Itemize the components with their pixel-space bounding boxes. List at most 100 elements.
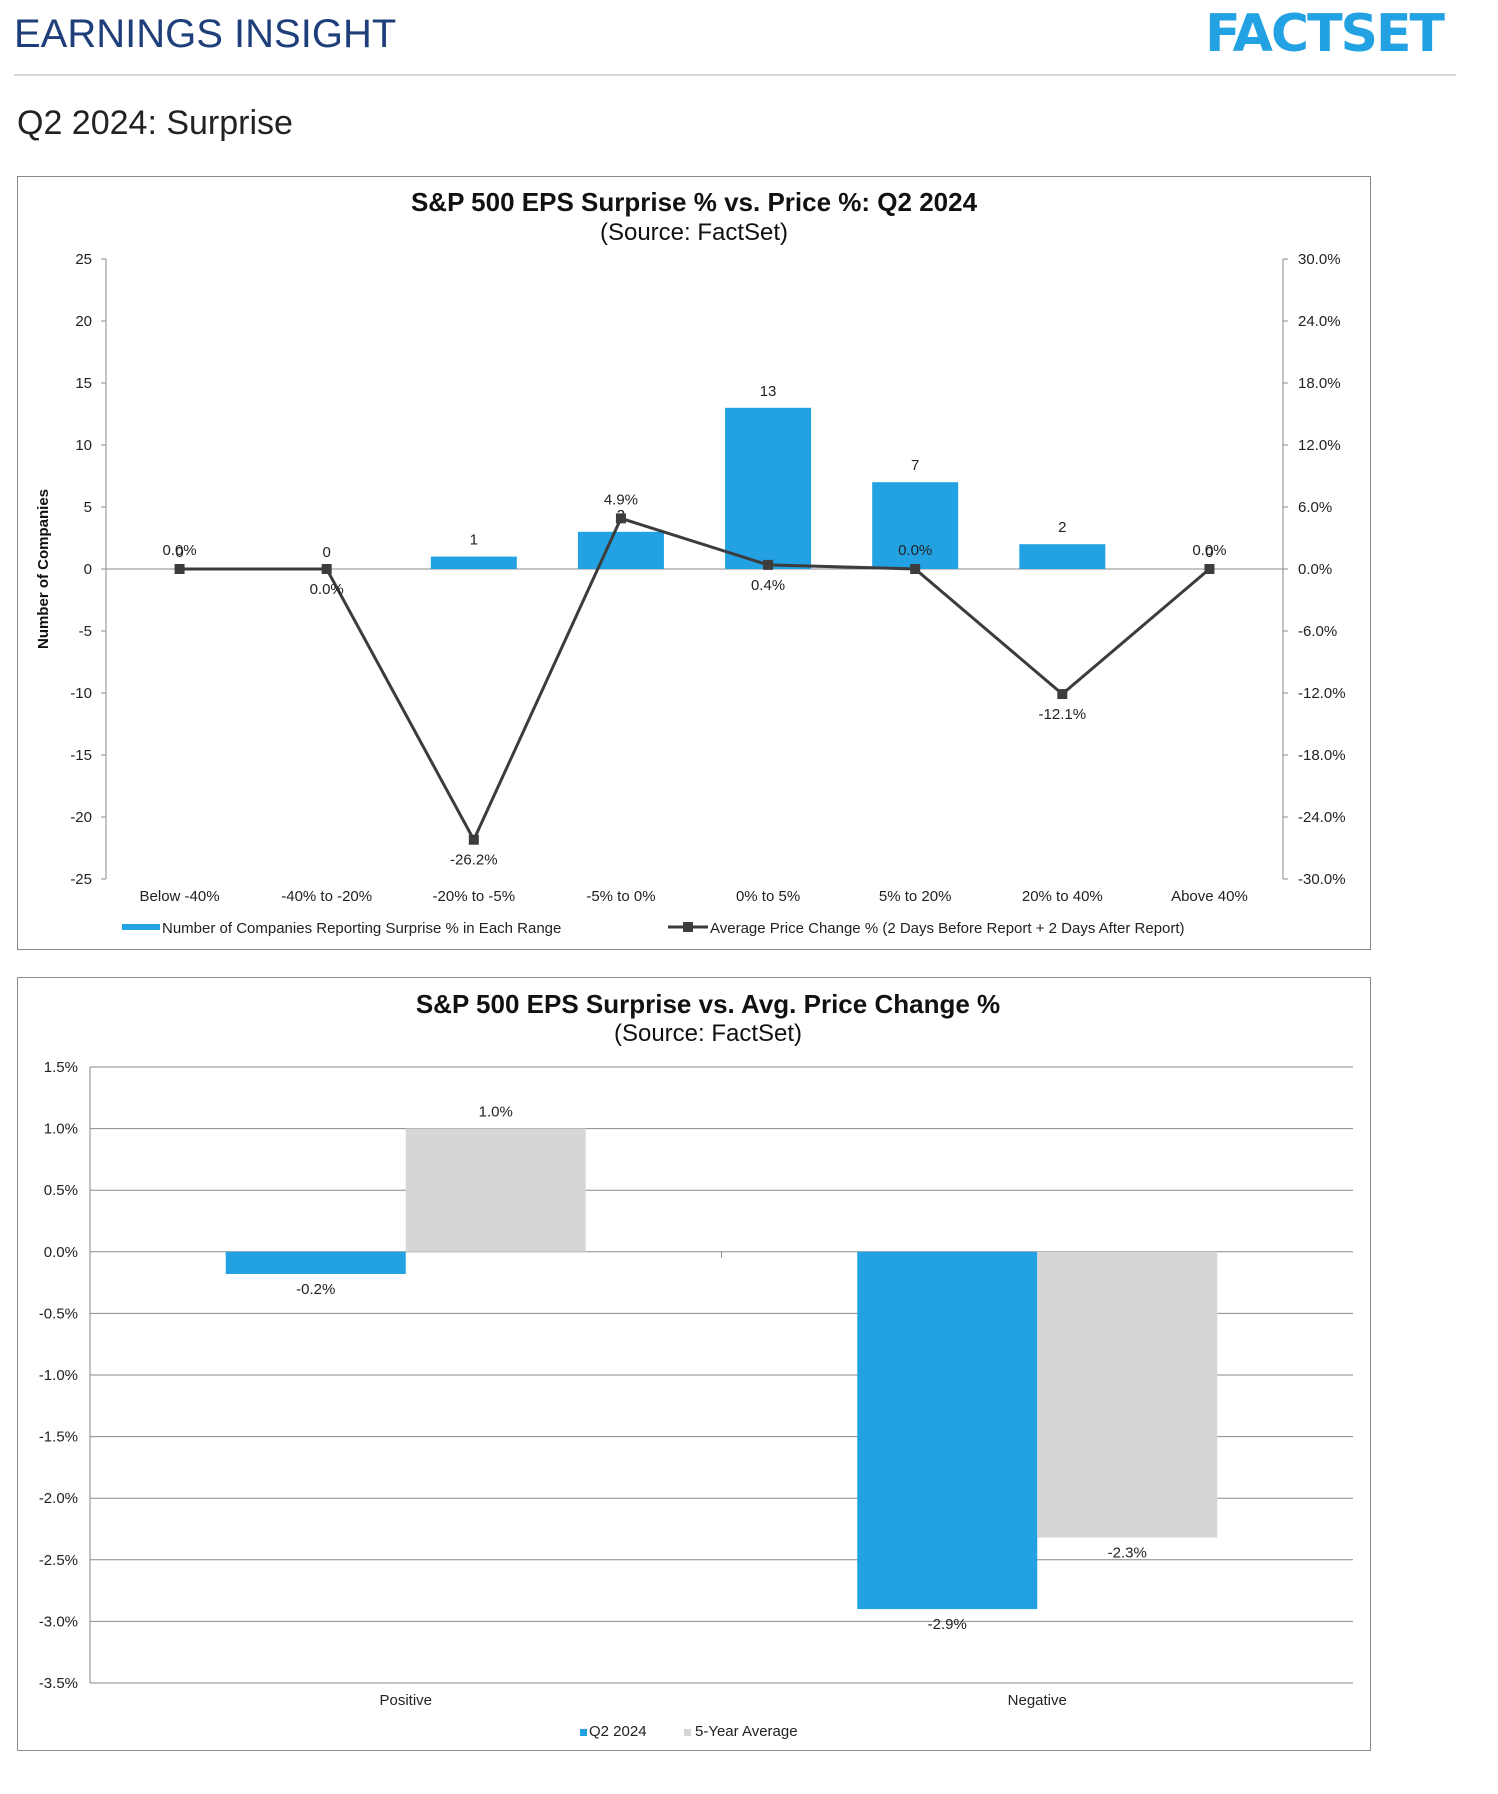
chart1-left-tick-label: -25 — [70, 871, 92, 888]
chart2-category-label: Negative — [1008, 1692, 1067, 1709]
chart2-y-tick-label: -2.5% — [39, 1552, 78, 1569]
chart1-legend-line-label: Average Price Change % (2 Days Before Re… — [710, 920, 1185, 937]
chart1-right-tick-label: 18.0% — [1298, 375, 1341, 392]
chart2-legend-q2-label: Q2 2024 — [589, 1723, 647, 1740]
chart1-bar-value-label: 0 — [323, 544, 331, 561]
chart1-category-label: -5% to 0% — [586, 888, 655, 905]
chart2-bar — [405, 1128, 586, 1252]
chart2-y-tick-label: -1.5% — [39, 1429, 78, 1446]
chart1-right-tick-label: 30.0% — [1298, 251, 1341, 268]
chart1-left-tick-label: 15 — [75, 375, 92, 392]
chart1-bar — [725, 407, 812, 569]
chart1-left-tick-label: 20 — [75, 313, 92, 330]
header-divider — [14, 74, 1456, 76]
chart2-bar-value-label: 1.0% — [479, 1104, 513, 1121]
chart1-bar-value-label: 1 — [470, 532, 478, 549]
chart2-y-tick-label: 1.0% — [44, 1121, 78, 1138]
chart1-right-tick-label: -18.0% — [1298, 747, 1346, 764]
chart1-line-value-label: 0.0% — [310, 581, 344, 598]
chart1-line-value-label: 0.0% — [1192, 542, 1226, 559]
chart1-y-axis-label: Number of Companies — [35, 489, 52, 649]
chart1-left-tick-label: -5 — [79, 623, 92, 640]
chart2-bar-value-label: -2.3% — [1108, 1545, 1147, 1562]
chart2-subtitle: (Source: FactSet) — [614, 1020, 802, 1047]
chart2-y-tick-label: -3.0% — [39, 1613, 78, 1630]
chart2-bar-value-label: -2.9% — [928, 1616, 967, 1633]
chart1-left-tick-label: -10 — [70, 685, 92, 702]
chart1-legend-bar-swatch — [122, 924, 160, 930]
chart2-legend-5yr-swatch — [684, 1729, 691, 1736]
chart1-category-label: 0% to 5% — [736, 888, 800, 905]
chart1-right-tick-label: 24.0% — [1298, 313, 1341, 330]
chart2-category-label: Positive — [379, 1692, 432, 1709]
chart1-bar-value-label: 0 — [1205, 544, 1213, 561]
chart1-title: S&P 500 EPS Surprise % vs. Price %: Q2 2… — [411, 187, 978, 217]
chart2-bar — [1037, 1251, 1218, 1538]
chart1-category-label: Below -40% — [140, 888, 220, 905]
chart1-line-value-label: -12.1% — [1039, 706, 1087, 723]
chart2-y-tick-label: -3.5% — [39, 1675, 78, 1692]
chart2-bar — [225, 1251, 406, 1274]
chart1-bar-value-label: 2 — [1058, 519, 1066, 536]
chart1-line-value-label: 0.0% — [162, 542, 196, 559]
chart1-left-tick-label: 0 — [84, 561, 92, 578]
chart1-line-value-label: 4.9% — [604, 491, 638, 508]
chart2-y-tick-label: 0.5% — [44, 1182, 78, 1199]
chart1-line-value-label: -26.2% — [450, 852, 498, 869]
chart1-subtitle: (Source: FactSet) — [600, 219, 788, 246]
chart1-bar-value-label: 0 — [175, 544, 183, 561]
chart2-legend-q2-swatch — [580, 1729, 587, 1736]
chart1-bar — [872, 482, 959, 569]
chart1-category-label: 5% to 20% — [879, 888, 952, 905]
chart1-left-tick-label: 25 — [75, 251, 92, 268]
chart1-svg: S&P 500 EPS Surprise % vs. Price %: Q2 2… — [35, 187, 1346, 937]
chart1-category-label: 20% to 40% — [1022, 888, 1103, 905]
factset-logo: FACTSET — [1205, 4, 1445, 64]
chart1-price-line — [179, 516, 1211, 844]
brand-text: FACTSET — [1205, 4, 1445, 64]
chart1-category-label: -20% to -5% — [433, 888, 516, 905]
chart1-line-value-label: 0.0% — [898, 542, 932, 559]
chart1-bar — [577, 531, 664, 569]
chart1-right-tick-label: -12.0% — [1298, 685, 1346, 702]
chart1-line-marker — [174, 564, 185, 574]
chart1-line-marker — [615, 513, 626, 524]
chart1-line-value-label: 0.4% — [751, 577, 785, 594]
chart2-y-tick-label: -2.0% — [39, 1490, 78, 1507]
chart2-legend-5yr-label: 5-Year Average — [695, 1723, 798, 1740]
chart1-bar-value-label: 7 — [911, 457, 919, 474]
chart1-legend-bar-label: Number of Companies Reporting Surprise %… — [162, 920, 561, 937]
chart1-line-marker — [1204, 564, 1215, 574]
chart1-left-tick-label: -20 — [70, 809, 92, 826]
chart2-y-tick-label: 0.0% — [44, 1244, 78, 1261]
chart1-right-tick-label: -30.0% — [1298, 871, 1346, 888]
chart1-right-tick-label: -6.0% — [1298, 623, 1337, 640]
chart2-title: S&P 500 EPS Surprise vs. Avg. Price Chan… — [416, 989, 1000, 1019]
chart1-left-tick-label: 10 — [75, 437, 92, 454]
chart2-y-tick-label: 1.5% — [44, 1059, 78, 1076]
chart2-bar-value-label: -0.2% — [296, 1281, 335, 1298]
chart1-line-marker — [321, 564, 332, 574]
chart1-bar — [1019, 544, 1106, 569]
section-title: Q2 2024: Surprise — [17, 104, 293, 142]
chart1-bar-value-label: 13 — [760, 383, 777, 400]
chart1-category-label: Above 40% — [1171, 888, 1248, 905]
chart1-line-marker — [910, 564, 921, 574]
chart1-legend-line-marker — [683, 922, 693, 932]
page-title: EARNINGS INSIGHT — [14, 12, 397, 56]
chart1-category-label: -40% to -20% — [281, 888, 372, 905]
chart1-right-tick-label: -24.0% — [1298, 809, 1346, 826]
chart-surprise-vs-price: S&P 500 EPS Surprise % vs. Price %: Q2 2… — [17, 176, 1371, 950]
chart2-y-tick-label: -1.0% — [39, 1367, 78, 1384]
chart1-right-tick-label: 0.0% — [1298, 561, 1332, 578]
chart-surprise-vs-avg-price: S&P 500 EPS Surprise vs. Avg. Price Chan… — [17, 977, 1371, 1751]
chart1-right-tick-label: 6.0% — [1298, 499, 1332, 516]
chart1-left-tick-label: -15 — [70, 747, 92, 764]
chart1-line-marker — [468, 834, 479, 845]
chart2-bar — [857, 1251, 1038, 1610]
chart1-bar — [430, 556, 517, 569]
chart2-y-tick-label: -0.5% — [39, 1305, 78, 1322]
chart1-left-tick-label: 5 — [84, 499, 92, 516]
chart1-line-marker — [1057, 689, 1068, 700]
chart1-line-marker — [763, 559, 774, 570]
